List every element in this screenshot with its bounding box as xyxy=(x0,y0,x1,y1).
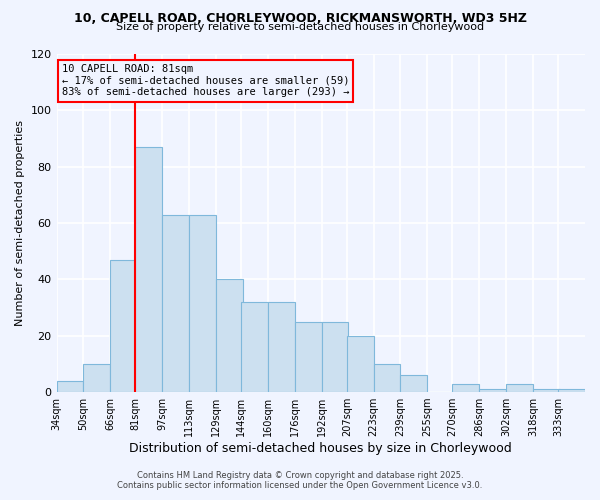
Bar xyxy=(374,364,400,392)
Bar xyxy=(162,214,189,392)
Bar xyxy=(558,390,585,392)
Bar xyxy=(322,322,349,392)
Bar xyxy=(347,336,374,392)
Text: 10, CAPELL ROAD, CHORLEYWOOD, RICKMANSWORTH, WD3 5HZ: 10, CAPELL ROAD, CHORLEYWOOD, RICKMANSWO… xyxy=(74,12,527,26)
Text: 10 CAPELL ROAD: 81sqm
← 17% of semi-detached houses are smaller (59)
83% of semi: 10 CAPELL ROAD: 81sqm ← 17% of semi-deta… xyxy=(62,64,349,98)
Bar xyxy=(83,364,110,392)
Bar xyxy=(506,384,533,392)
Bar xyxy=(295,322,322,392)
Bar xyxy=(268,302,295,392)
Bar xyxy=(189,214,216,392)
Bar xyxy=(241,302,268,392)
Bar xyxy=(56,381,83,392)
Bar xyxy=(452,384,479,392)
Bar xyxy=(400,375,427,392)
Y-axis label: Number of semi-detached properties: Number of semi-detached properties xyxy=(15,120,25,326)
X-axis label: Distribution of semi-detached houses by size in Chorleywood: Distribution of semi-detached houses by … xyxy=(130,442,512,455)
Bar xyxy=(533,390,560,392)
Bar xyxy=(479,390,506,392)
Text: Contains HM Land Registry data © Crown copyright and database right 2025.
Contai: Contains HM Land Registry data © Crown c… xyxy=(118,470,482,490)
Bar xyxy=(216,280,243,392)
Text: Size of property relative to semi-detached houses in Chorleywood: Size of property relative to semi-detach… xyxy=(116,22,484,32)
Bar xyxy=(110,260,137,392)
Bar xyxy=(136,147,162,392)
